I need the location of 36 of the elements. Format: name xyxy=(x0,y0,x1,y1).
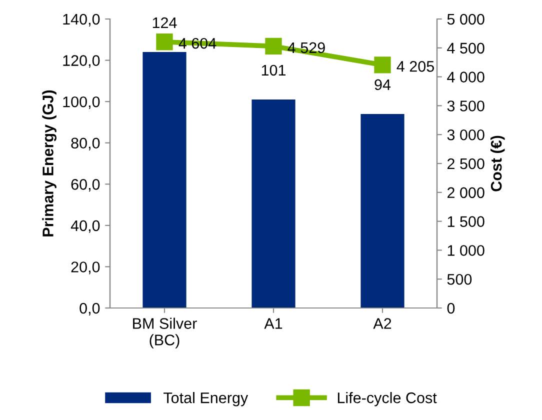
y2-axis-title: Cost (€) xyxy=(490,136,505,192)
bar xyxy=(252,100,296,308)
data-label: 124 xyxy=(152,17,177,28)
point xyxy=(156,34,173,50)
point xyxy=(374,56,391,74)
y-tick-label: 40,0 xyxy=(70,220,100,233)
y2-tick-label: 3 000 xyxy=(447,129,484,140)
y2-tick-label: 2 000 xyxy=(447,187,484,198)
bar xyxy=(142,52,186,308)
y-tick-label: 80,0 xyxy=(71,138,100,150)
y-axis-title: Primary Energy (GJ) xyxy=(42,90,56,236)
data-label: 101 xyxy=(262,64,286,76)
point xyxy=(265,38,282,55)
x-tick-label: A2 xyxy=(373,318,392,329)
data-label: 94 xyxy=(374,79,391,90)
y-tick-label: 20,0 xyxy=(71,262,100,274)
legend-label: Life-cycle Cost xyxy=(338,392,437,406)
y2-tick-label: 4 500 xyxy=(447,42,484,54)
y-tick-label: 100,0 xyxy=(63,96,100,110)
y2-tick-label: 3 500 xyxy=(447,100,484,112)
y-tick-label: 60,0 xyxy=(71,179,100,192)
y2-tick-label: 1 500 xyxy=(448,216,484,227)
y-tick-label: 0,0 xyxy=(80,302,100,316)
x-tick-label: A1 xyxy=(264,318,282,329)
y2-tick-label: 4 000 xyxy=(447,72,484,82)
data-label: 4 205 xyxy=(396,61,434,72)
y2-tick-label: 0 xyxy=(447,302,455,314)
y-tick-label: 140,0 xyxy=(63,14,100,26)
y-tick-label: 120,0 xyxy=(63,55,100,68)
legend-label: Total Energy xyxy=(164,392,248,406)
y2-tick-label: 2 500 xyxy=(447,158,484,170)
bar xyxy=(360,114,404,308)
y2-tick-label: 1 000 xyxy=(448,245,484,256)
y2-tick-label: 500 xyxy=(447,274,472,285)
x-tick-label: BM Silver (BC) xyxy=(133,318,197,348)
y2-tick-label: 5 000 xyxy=(447,14,484,25)
